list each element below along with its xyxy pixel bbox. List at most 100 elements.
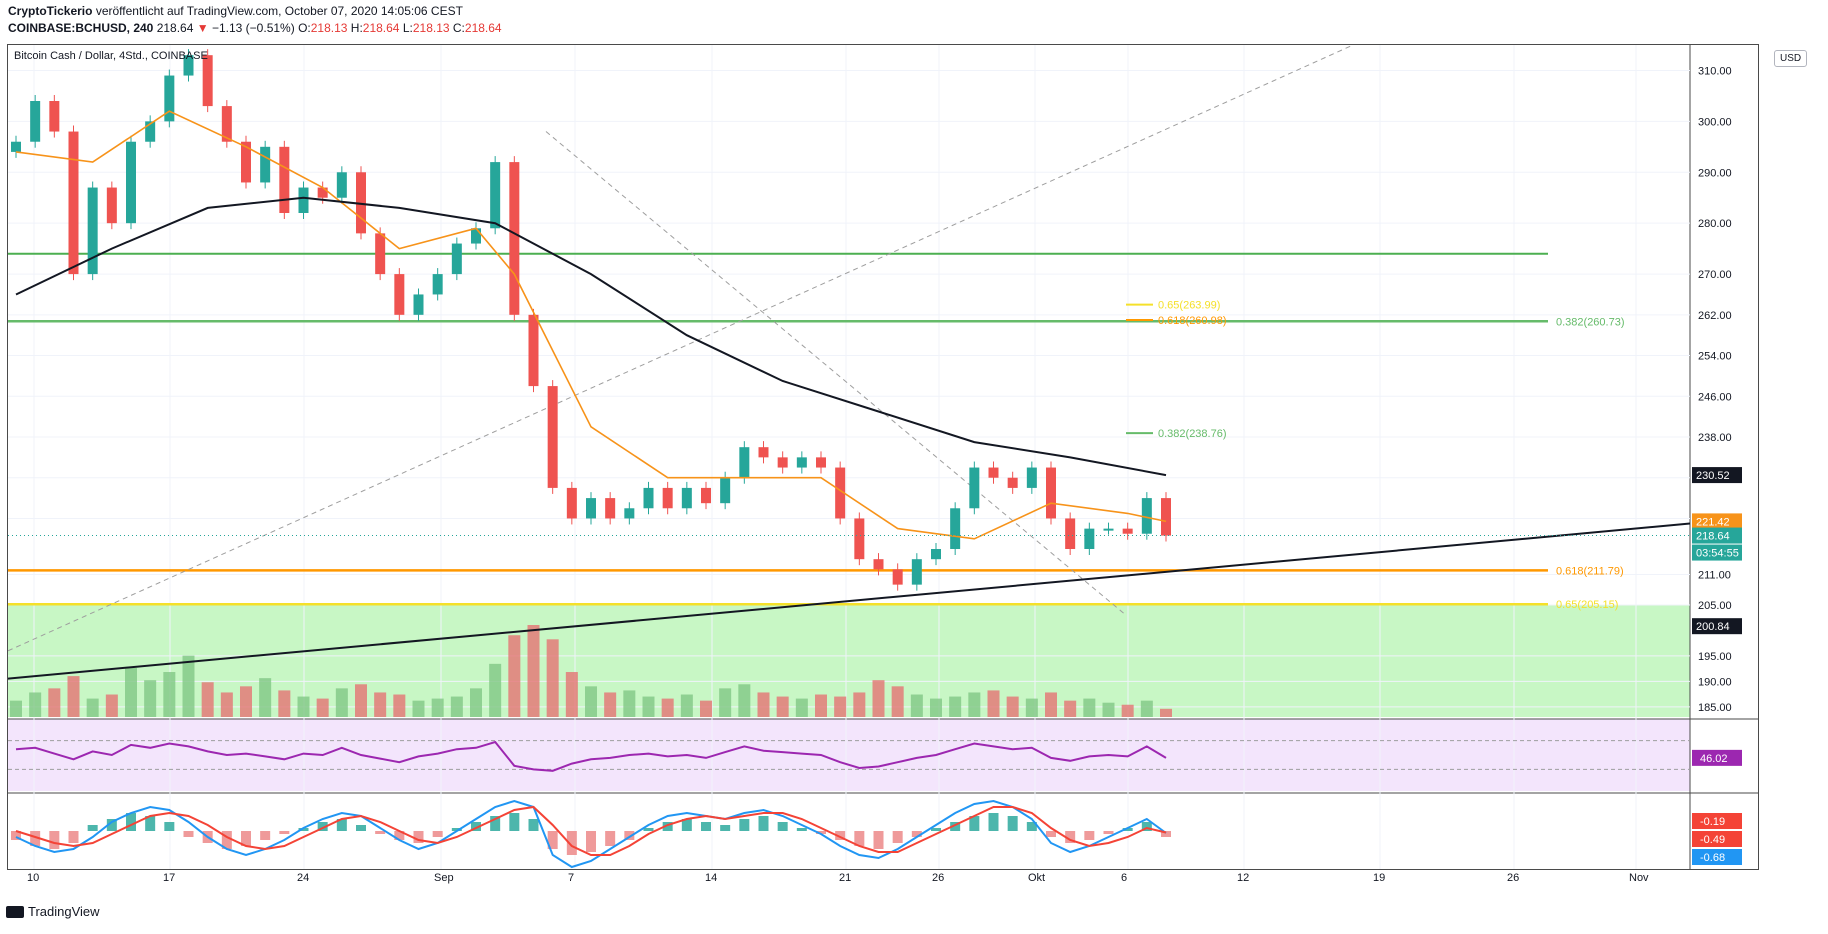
macd-histogram-bar [1007,816,1018,831]
macd-histogram-bar [260,831,271,840]
candle-body [777,457,788,468]
x-tick-label: Nov [1629,872,1649,884]
volume-bar [604,692,617,717]
volume-bar [585,686,597,717]
volume-bar [1025,698,1038,717]
macd-histogram-bar [1084,831,1095,840]
volume-bar [815,694,827,717]
macd-histogram-bar [854,831,865,846]
high-label: H: [350,21,363,35]
macd-histogram-bar [1065,831,1076,843]
macd-histogram-bar [1103,831,1114,834]
volume-bar [259,678,272,717]
rsi-value-tag [1692,749,1742,766]
volume-bar [29,692,42,717]
macd-histogram-bar [394,831,405,840]
volume-bar [48,688,61,717]
fib-level-label: 0.618(211.79) [1556,565,1624,577]
macd-value-label: -0.19 [1700,816,1725,828]
x-tick-label: 26 [932,872,945,884]
currency-badge[interactable]: USD [1774,50,1808,67]
volume-bar [297,696,310,717]
candle-body [1141,498,1152,534]
author-name[interactable]: CryptoTickerio [8,4,93,18]
x-tick-label: 21 [839,872,852,884]
dashed-trendline [8,45,1354,652]
candle-body [394,274,405,315]
macd-histogram-bar [145,816,156,831]
volume-bar [1083,698,1096,717]
macd-histogram-bar [279,831,290,834]
candle-body [835,467,846,519]
x-tick-label: 12 [1237,872,1250,884]
volume-bar [489,663,502,717]
volume-bar [10,700,22,717]
macd-signal-line [15,805,1167,856]
volume-bar [623,690,636,717]
macd-histogram-bar [758,816,769,831]
volume-bar [470,688,482,717]
chart-area[interactable]: 310.00 300.00 290.00 280.00 270.00 262.00 254.… [7,44,1759,870]
dashed-trendline [545,131,1127,616]
volume-bar [278,690,291,717]
candle-body [279,146,290,213]
macd-histogram-bar [432,831,443,837]
volume-bar [910,694,923,717]
volume-bar [1102,702,1115,717]
volume-bar [220,692,233,717]
candle-body [1084,528,1095,549]
y-tick-label: 310.00 [1698,65,1732,77]
macd-value-label: -0.68 [1700,852,1725,864]
macd-histogram-bar [1161,831,1171,837]
candle-body [969,467,980,509]
price-axis-tag [1692,527,1742,544]
candle-body [892,569,903,585]
price-axis-tag [1692,513,1742,530]
candle-body [758,447,769,458]
volume-bar [738,684,751,717]
y-tick-label: 262.00 [1698,310,1732,322]
volume-bar [374,692,387,717]
volume-bar [240,686,252,717]
price-axis-tag [1692,618,1742,635]
price-axis-tag-label: 230.52 [1696,470,1730,482]
macd-histogram-bar [873,831,884,849]
candle-body [701,487,711,504]
macd-histogram-bar [950,822,961,831]
candle-body [931,549,941,560]
x-tick-label: Okt [1028,872,1046,884]
price-chart[interactable]: 310.00 300.00 290.00 280.00 270.00 262.00 254.… [8,45,1758,869]
macd-histogram-bar [1141,822,1152,831]
candle-body [1122,528,1133,534]
volume-bar [795,698,808,717]
macd-histogram-bar [969,816,980,831]
macd-histogram-bar [892,831,903,843]
tradingview-logo[interactable]: TradingView [6,904,100,919]
macd-histogram-bar [126,813,136,831]
y-tick-label: 238.00 [1698,432,1732,444]
macd-line [15,799,1167,869]
macd-histogram-bar [241,831,251,846]
fib-level-label: 0.382(260.73) [1556,316,1625,328]
candle-body [413,294,424,315]
macd-histogram-bar [375,831,386,834]
x-tick-label: 14 [705,872,718,884]
volume-bar [450,696,463,717]
volume-bar [661,698,674,717]
change-down-icon: ▼ [196,21,209,35]
volume-bar [431,698,444,717]
open-value: 218.13 [310,21,348,35]
volume-bar [144,680,157,717]
candle-body [988,467,999,478]
volume-bar [968,692,981,717]
volume-bar [757,692,770,717]
publish-text: veröffentlicht auf TradingView.com, Octo… [95,4,463,18]
candle-body [720,477,731,504]
candle-body [624,508,635,519]
x-tick-label: 19 [1373,872,1386,884]
x-tick-label: Sep [434,872,454,884]
macd-histogram-bar [509,813,520,831]
high-value: 218.64 [362,21,400,35]
candle-body [739,447,750,478]
candle-body [241,141,251,183]
